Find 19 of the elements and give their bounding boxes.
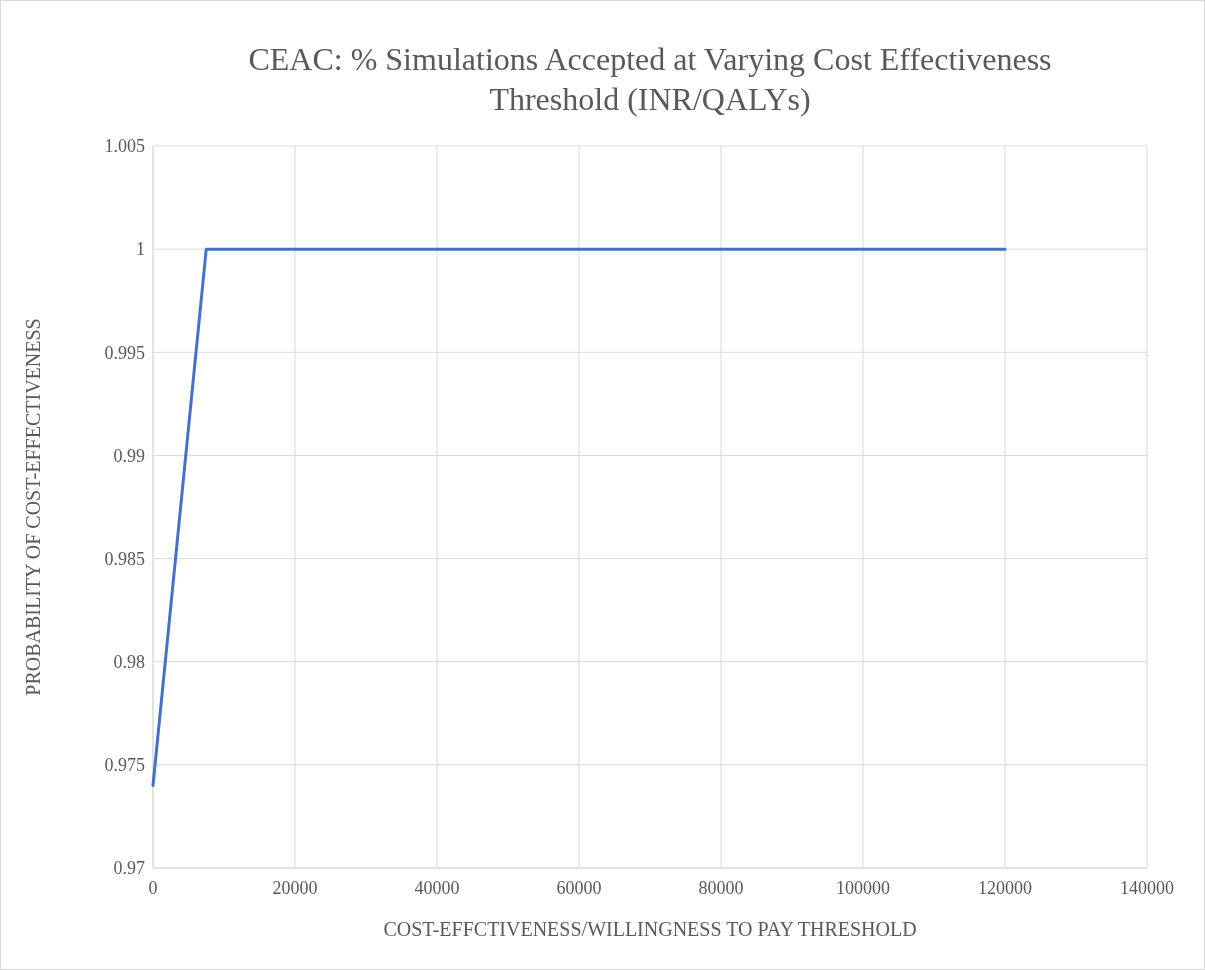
y-tick-label: 0.975 bbox=[104, 755, 145, 776]
y-tick-label: 1.005 bbox=[104, 136, 145, 157]
x-tick-label: 80000 bbox=[698, 878, 744, 898]
x-tick-label: 60000 bbox=[556, 878, 602, 898]
y-tick-label: 0.98 bbox=[113, 652, 145, 673]
y-axis-title: PROBABILITY OF COST-EFFECTIVENESS bbox=[22, 318, 44, 696]
x-tick-label: 0 bbox=[148, 878, 158, 898]
x-axis-title: COST-EFFCTIVENESS/WILLINGNESS TO PAY THRESHOLD bbox=[383, 918, 917, 940]
x-tick-label: 40000 bbox=[414, 878, 460, 898]
x-tick-label: 20000 bbox=[272, 878, 318, 898]
y-tick-label: 0.99 bbox=[113, 445, 145, 466]
x-tick-label: 140000 bbox=[1120, 878, 1174, 898]
chart-title: CEAC: % Simulations Accepted at Varying Cost Effectiveness Threshold (INR/QALYs) bbox=[248, 41, 1052, 117]
x-tick-label: 100000 bbox=[836, 878, 890, 898]
y-tick-label: 1 bbox=[136, 239, 145, 260]
x-tick-label: 120000 bbox=[978, 878, 1032, 898]
y-tick-label: 0.995 bbox=[104, 342, 145, 363]
y-tick-label: 0.97 bbox=[113, 858, 145, 879]
y-tick-label: 0.985 bbox=[104, 548, 145, 569]
